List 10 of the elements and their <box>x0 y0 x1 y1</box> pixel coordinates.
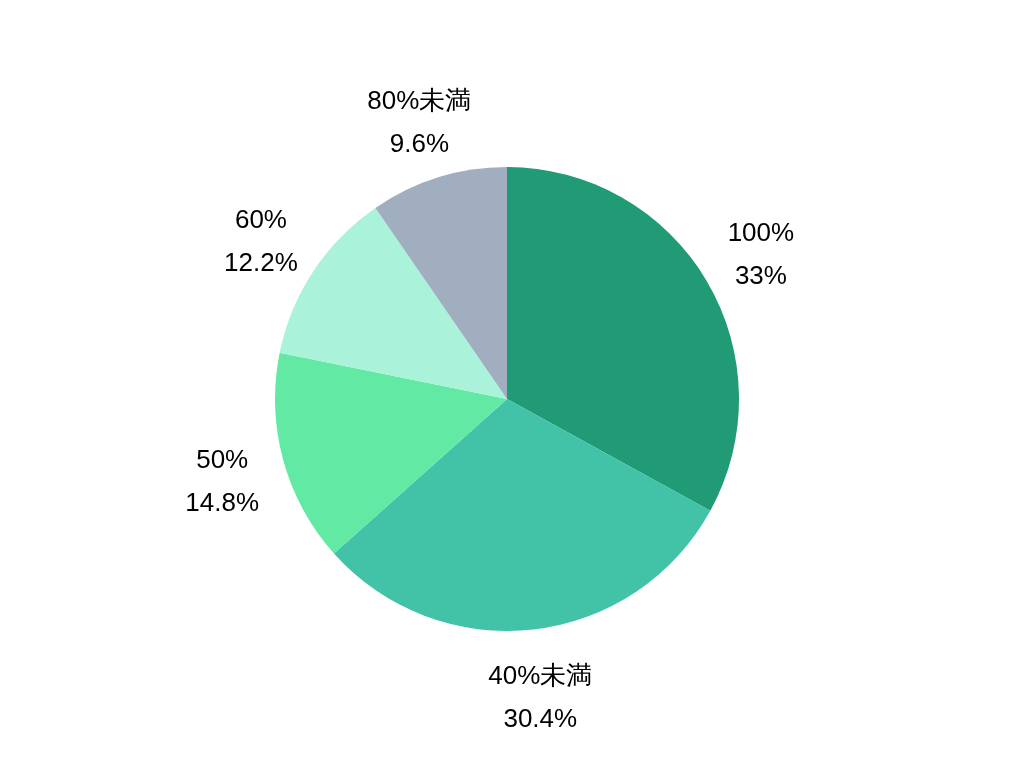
data-label: 30.4% <box>503 703 578 734</box>
data-label: 12.2% <box>224 247 298 278</box>
slice-label: 80%未満 <box>367 85 472 116</box>
slice-label: 60% <box>234 204 287 235</box>
slice-label: 50% <box>196 443 249 474</box>
data-label: 14.8% <box>185 486 260 517</box>
data-label: 9.6% <box>389 128 450 159</box>
data-label: 33% <box>734 259 787 290</box>
slice-label: 40%未満 <box>488 660 593 691</box>
slice-label: 100% <box>727 216 795 247</box>
